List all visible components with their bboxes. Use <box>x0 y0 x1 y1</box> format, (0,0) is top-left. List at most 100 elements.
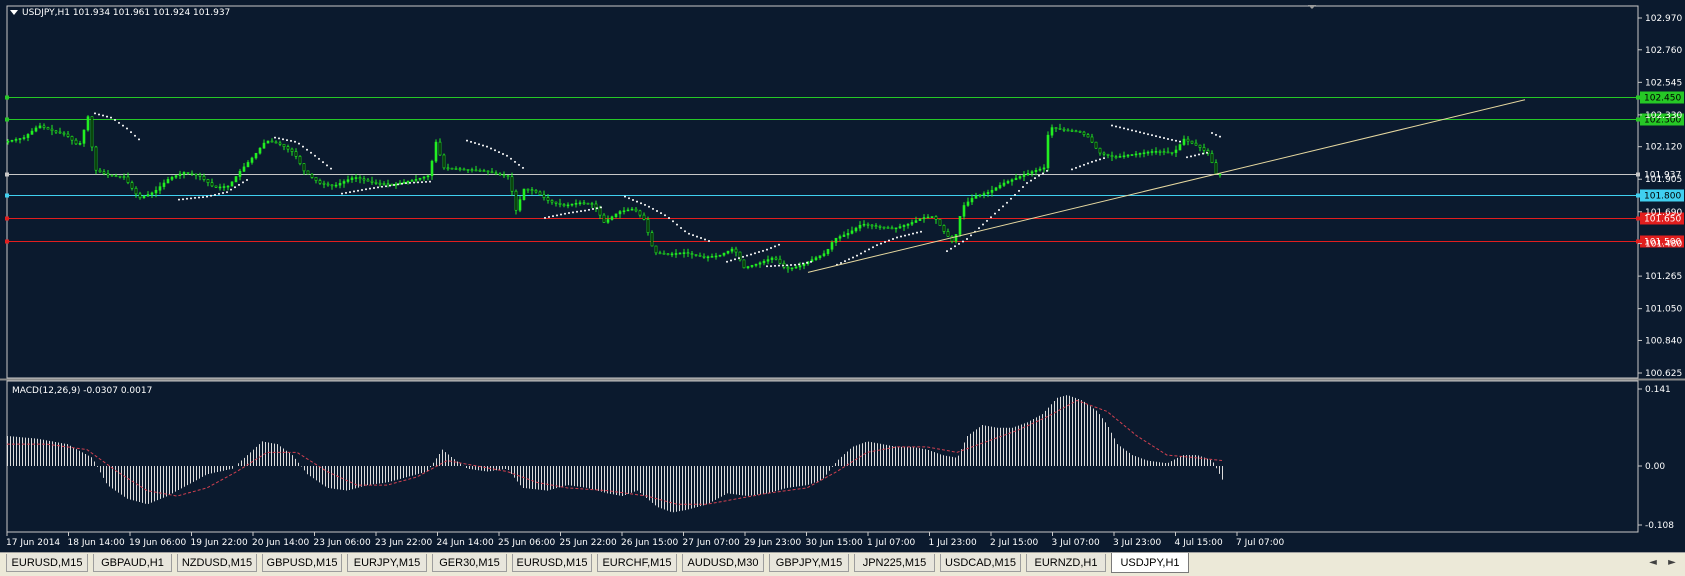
candle-body <box>878 226 882 228</box>
candle-body <box>1114 156 1118 158</box>
candle-body <box>850 230 854 234</box>
tab-eurchf-m15[interactable]: EURCHF,M15 <box>597 554 677 572</box>
tab-audusd-m30[interactable]: AUDUSD,M30 <box>682 554 764 572</box>
sar-dot <box>624 195 626 198</box>
tab-eurusd-m15[interactable]: EURUSD,M15 <box>6 554 88 572</box>
sar-dot <box>486 145 488 148</box>
candle-body <box>502 174 506 177</box>
sar-dot <box>696 235 698 238</box>
candle-body <box>290 148 294 152</box>
candle-body <box>970 198 974 203</box>
level-101800-handle-left[interactable] <box>5 193 9 198</box>
sar-dot <box>377 186 379 189</box>
candle-body <box>14 139 18 141</box>
level-102300-handle-right[interactable] <box>1636 117 1640 122</box>
candle-body <box>1138 153 1142 155</box>
level-101937-handle-left[interactable] <box>5 172 9 177</box>
tab-eurnzd-h1[interactable]: EURNZD,H1 <box>1026 554 1106 572</box>
triangle-down-icon[interactable] <box>10 10 18 15</box>
macd-tick-label: -0.108 <box>1645 521 1674 531</box>
sar-dot <box>994 212 996 215</box>
candle-body <box>118 175 122 178</box>
tab-ger30-m15[interactable]: GER30,M15 <box>432 554 507 572</box>
tab-gbpjpy-m15[interactable]: GBPJPY,M15 <box>769 554 849 572</box>
tab-gbpaud-h1[interactable]: GBPAUD,H1 <box>93 554 172 572</box>
sar-dot <box>1115 125 1117 128</box>
candle-body <box>310 173 314 178</box>
level-102300-handle-left[interactable] <box>5 117 9 122</box>
candle-body <box>934 216 938 220</box>
sar-dot <box>1143 132 1145 135</box>
sar-dot <box>1119 126 1121 129</box>
sar-dot <box>958 242 960 245</box>
sar-dot <box>884 241 886 244</box>
candle-body <box>754 263 758 266</box>
candle-body <box>210 182 214 187</box>
sar-dot <box>178 198 180 201</box>
sar-dot <box>950 247 952 250</box>
sar-dot <box>310 151 312 154</box>
level-101500-handle-right[interactable] <box>1636 239 1640 244</box>
candle-body <box>1006 181 1010 184</box>
candle-body <box>594 203 598 209</box>
candle-body <box>346 179 350 182</box>
pane-splitter[interactable] <box>0 378 1685 381</box>
sar-dot <box>210 194 212 197</box>
candle-body <box>1002 182 1006 186</box>
candle-body <box>506 175 510 178</box>
candle-body <box>122 176 126 178</box>
tab-usdcad-m15[interactable]: USDCAD,M15 <box>940 554 1021 572</box>
level-101500-handle-left[interactable] <box>5 239 9 244</box>
price-chart[interactable]: 102.450 102.300 101.937 101.800 101.650 101.5… <box>0 0 1685 552</box>
chart-shift-marker-icon[interactable] <box>1308 5 1316 9</box>
time-tick-label: 7 Jul 07:00 <box>1236 538 1285 548</box>
candle-body <box>278 142 282 145</box>
candle-body <box>726 250 730 254</box>
sar-dot <box>474 142 476 145</box>
sar-dot <box>1147 133 1149 136</box>
level-101650-handle-left[interactable] <box>5 216 9 221</box>
sar-dot <box>750 253 752 256</box>
level-101937-handle-right[interactable] <box>1636 172 1640 177</box>
candle-body <box>178 173 182 176</box>
tab-usdjpy-h1[interactable]: USDJPY,H1 <box>1111 553 1189 573</box>
sar-dot <box>314 154 316 157</box>
sar-dot <box>700 237 702 240</box>
trendline[interactable] <box>807 99 1526 273</box>
level-102450-handle-right[interactable] <box>1636 95 1640 100</box>
sar-dot <box>1095 159 1097 162</box>
candle-body <box>66 133 70 137</box>
tab-nzdusd-m15[interactable]: NZDUSD,M15 <box>177 554 257 572</box>
sar-dot <box>198 196 200 199</box>
tab-eurjpy-m15[interactable]: EURJPY,M15 <box>347 554 427 572</box>
sar-dot <box>1186 156 1188 159</box>
sar-dot <box>588 208 590 211</box>
candle-body <box>50 128 54 132</box>
price-tick-label: 101.690 <box>1645 208 1682 218</box>
tab-jpn225-m15[interactable]: JPN225,M15 <box>854 554 935 572</box>
candle-body <box>986 192 990 194</box>
sar-dot <box>274 136 276 139</box>
candle-body <box>602 214 606 223</box>
sar-dot <box>1206 151 1208 154</box>
sar-dot <box>1103 157 1105 160</box>
level-102450-handle-left[interactable] <box>5 95 9 100</box>
candle-body <box>578 202 582 205</box>
sar-dot <box>234 186 236 189</box>
candle-body <box>154 189 158 194</box>
level-101800-label-bg <box>1640 189 1684 202</box>
tab-gbpusd-m15[interactable]: GBPUSD,M15 <box>262 554 342 572</box>
candle-body <box>510 176 514 192</box>
tab-scroll-left-icon[interactable]: ◄ <box>1649 557 1657 568</box>
tab-scroll-right-icon[interactable]: ► <box>1668 557 1676 568</box>
sar-dot <box>640 202 642 205</box>
candle-body <box>1102 152 1106 155</box>
candle-body <box>298 156 302 164</box>
tab-eurusd-m15[interactable]: EURUSD,M15 <box>512 554 592 572</box>
level-101800-handle-right[interactable] <box>1636 193 1640 198</box>
macd-tick-label: 0.00 <box>1645 462 1665 472</box>
level-101650-handle-right[interactable] <box>1636 216 1640 221</box>
sar-dot <box>429 180 431 183</box>
sar-dot <box>369 187 371 190</box>
chart-window[interactable]: 102.450 102.300 101.937 101.800 101.650 101.5… <box>0 0 1685 552</box>
